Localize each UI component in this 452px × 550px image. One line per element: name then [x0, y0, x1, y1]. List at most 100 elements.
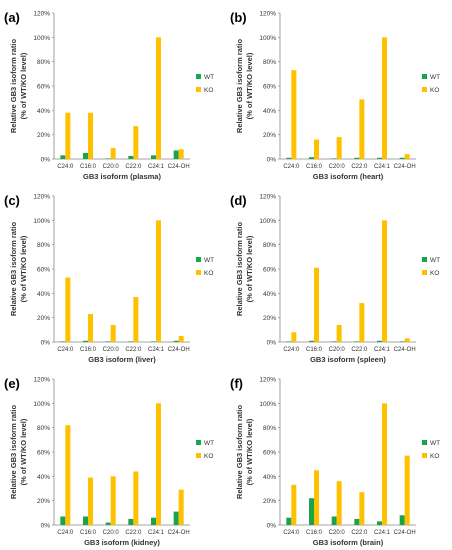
y-tick-label: 100%: [33, 218, 50, 225]
bar-ko: [359, 492, 365, 525]
bar-ko: [382, 37, 387, 160]
chart-panel-d: (d) 0% 20% 40% 60% 80% 100% 120% Relative GB3 is…: [226, 183, 452, 366]
bar-ko: [156, 220, 161, 342]
x-tick-label: C22:0: [125, 347, 142, 353]
legend-swatch-ko: [196, 270, 201, 275]
x-tick-label: C24:0: [57, 347, 74, 353]
bar-ko: [404, 154, 410, 159]
x-tick-label: C16:0: [306, 530, 323, 536]
bar-wt: [128, 518, 134, 525]
x-axis-title: GB3 isoform (kidney): [84, 538, 160, 547]
x-tick-label: C24:1: [148, 347, 165, 353]
y-tick-label: 120%: [33, 11, 50, 18]
bar-wt: [105, 522, 111, 525]
y-tick-label: 80%: [37, 242, 50, 249]
y-axis-subtitle: (% of WT/KO level): [245, 235, 254, 302]
chart-svg: (b) 0% 20% 40% 60% 80% 100% 120% Relative GB3 is…: [230, 10, 440, 181]
bar-wt: [60, 516, 66, 525]
y-tick-label: 0%: [41, 340, 51, 347]
x-tick-label: C24:0: [283, 164, 300, 170]
chart-svg: (d) 0% 20% 40% 60% 80% 100% 120% Relative GB3 is…: [230, 193, 440, 364]
bar-wt: [399, 515, 405, 525]
bar-wt: [60, 155, 66, 159]
bar-ko: [291, 332, 297, 342]
legend-label-wt: WT: [204, 440, 214, 447]
bar-ko: [133, 296, 139, 342]
x-axis-title: GB3 isoform (brain): [313, 538, 384, 547]
x-tick-label: C24:0: [283, 347, 300, 353]
y-tick-label: 60%: [37, 267, 50, 274]
bar-wt: [309, 157, 314, 159]
y-axis-title: Relative GB3 isoform ratio: [235, 404, 244, 499]
chart-svg: (f) 0% 20% 40% 60% 80% 100% 120% Relative GB3 is…: [230, 376, 440, 547]
bar-wt: [173, 511, 179, 525]
x-tick-label: C22:0: [351, 347, 368, 353]
bar-ko: [336, 137, 342, 159]
y-tick-label: 20%: [263, 315, 276, 322]
bar-wt: [286, 517, 292, 525]
bar-ko: [178, 335, 184, 342]
x-tick-label: C16:0: [306, 164, 323, 170]
legend-swatch-wt: [422, 440, 427, 445]
chart-svg: (e) 0% 20% 40% 60% 80% 100% 120% Relative GB3 is…: [4, 376, 214, 547]
bar-ko: [110, 148, 116, 159]
bar-ko: [65, 277, 71, 342]
bar-ko: [65, 112, 71, 159]
y-tick-label: 40%: [263, 291, 276, 298]
panel-label: (b): [230, 10, 247, 25]
legend-swatch-ko: [422, 87, 427, 92]
x-axis-title: GB3 isoform (heart): [313, 172, 384, 181]
y-tick-label: 80%: [37, 425, 50, 432]
y-axis-subtitle: (% of WT/KO level): [19, 52, 28, 119]
legend-swatch-wt: [196, 257, 201, 262]
x-tick-label: C20:0: [103, 164, 120, 170]
x-tick-label: C24:1: [148, 530, 165, 536]
x-tick-label: C24:1: [374, 530, 391, 536]
y-axis-subtitle: (% of WT/KO level): [245, 418, 254, 485]
x-tick-label: C24-OH: [168, 530, 190, 536]
x-tick-label: C22:0: [125, 164, 142, 170]
x-tick-label: C24-OH: [394, 164, 416, 170]
y-tick-label: 40%: [37, 474, 50, 481]
legend-label-wt: WT: [204, 74, 214, 81]
legend-label-ko: KO: [430, 87, 439, 94]
bar-wt: [83, 152, 88, 159]
y-tick-label: 20%: [263, 498, 276, 505]
bar-wt: [151, 155, 156, 159]
chart-svg: (c) 0% 20% 40% 60% 80% 100% 120% Relative GB3 is…: [4, 193, 214, 364]
legend-swatch-ko: [422, 453, 427, 458]
bar-ko: [178, 149, 184, 159]
bar-wt: [83, 516, 88, 525]
legend-label-ko: KO: [430, 453, 439, 460]
bar-wt: [354, 341, 360, 342]
bar-wt: [151, 341, 156, 342]
bar-ko: [314, 470, 319, 525]
legend-label-wt: WT: [430, 440, 440, 447]
x-tick-label: C20:0: [329, 530, 346, 536]
y-tick-label: 100%: [33, 35, 50, 42]
bar-wt: [377, 521, 382, 525]
bar-ko: [359, 303, 365, 342]
panel-label: (f): [230, 376, 243, 391]
chart-panel-f: (f) 0% 20% 40% 60% 80% 100% 120% Relative GB3 is…: [226, 366, 452, 549]
bar-ko: [314, 267, 319, 342]
y-tick-label: 40%: [37, 108, 50, 115]
y-tick-label: 100%: [259, 401, 276, 408]
legend-label-wt: WT: [204, 257, 214, 264]
x-axis-title: GB3 isoform (liver): [88, 355, 156, 364]
chart-panel-b: (b) 0% 20% 40% 60% 80% 100% 120% Relative GB3 is…: [226, 0, 452, 183]
y-axis-subtitle: (% of WT/KO level): [19, 418, 28, 485]
bar-ko: [382, 403, 387, 525]
bar-ko: [178, 489, 184, 525]
bar-wt: [354, 157, 360, 159]
panel-label: (c): [4, 193, 20, 208]
bar-wt: [399, 341, 405, 342]
legend-swatch-wt: [422, 257, 427, 262]
x-tick-label: C16:0: [306, 347, 323, 353]
x-tick-label: C24:0: [283, 530, 300, 536]
bar-wt: [377, 340, 382, 342]
y-tick-label: 120%: [259, 194, 276, 201]
panel-label: (d): [230, 193, 247, 208]
bar-ko: [336, 324, 342, 342]
y-tick-label: 20%: [37, 498, 50, 505]
